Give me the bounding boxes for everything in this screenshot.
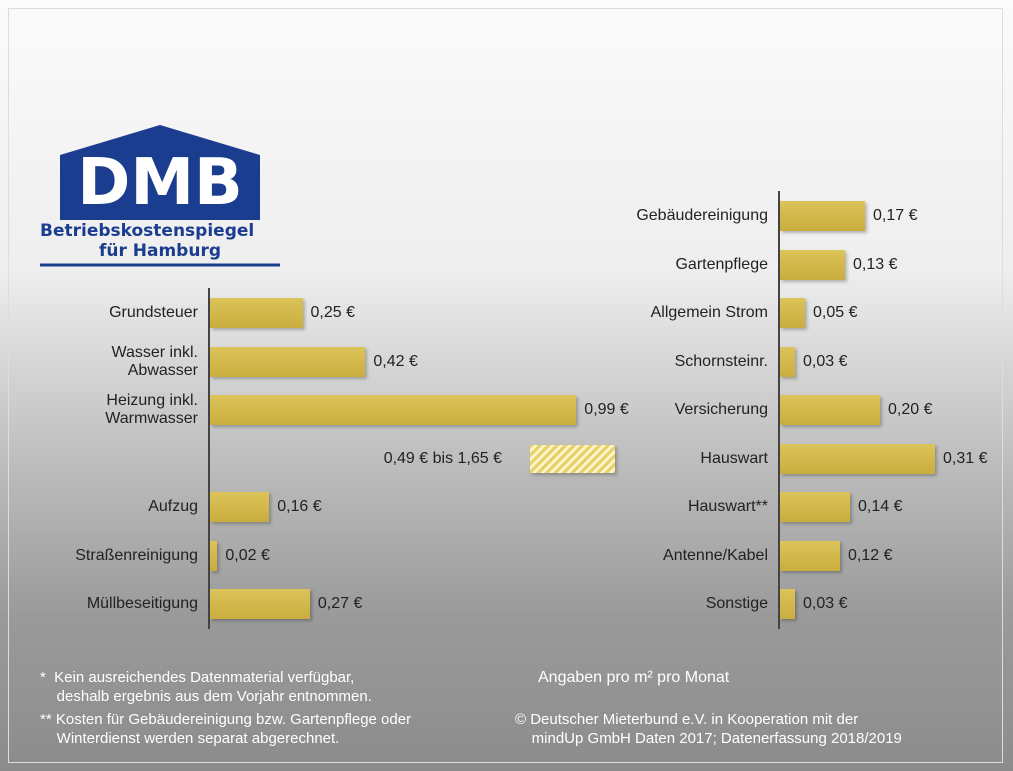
category-label: Allgemein Strom [651, 304, 768, 322]
category-label: Aufzug [148, 498, 198, 516]
value-label: 0,13 € [853, 256, 897, 274]
category-label: Hauswart** [688, 498, 768, 516]
value-label: 0,02 € [225, 547, 269, 565]
bar [780, 492, 850, 522]
category-label: Grundsteuer [109, 304, 198, 322]
unit-note: Angaben pro m² pro Monat [538, 668, 729, 687]
category-label: Wasser inkl. Abwasser [111, 344, 198, 380]
bar [780, 541, 840, 571]
bar [210, 395, 576, 425]
value-label: 0,05 € [813, 304, 857, 322]
category-label: Schornsteinr. [675, 353, 768, 371]
bar [210, 541, 217, 571]
bar [780, 395, 880, 425]
bar [210, 492, 269, 522]
bar [780, 444, 935, 474]
range-swatch [530, 445, 615, 473]
footnote: * Kein ausreichendes Datenmaterial verfü… [40, 668, 372, 706]
bar [780, 201, 865, 231]
logo-graphic: DMB Betriebskostenspiegel für Hamburg [40, 120, 280, 270]
bar [780, 298, 805, 328]
logo-line1: Betriebskostenspiegel [40, 221, 254, 241]
category-label: Hauswart [700, 450, 768, 468]
category-label: Versicherung [675, 401, 768, 419]
value-label: 0,17 € [873, 207, 917, 225]
value-label: 0,31 € [943, 450, 987, 468]
value-label: 0,03 € [803, 595, 847, 613]
logo: DMB Betriebskostenspiegel für Hamburg [40, 120, 280, 275]
bar [780, 347, 795, 377]
value-label: 0,16 € [277, 498, 321, 516]
value-label: 0,20 € [888, 401, 932, 419]
axis-line [208, 288, 210, 629]
category-label: Antenne/Kabel [663, 547, 768, 565]
logo-title: DMB [77, 146, 243, 220]
bar [780, 589, 795, 619]
category-label: Heizung inkl. Warmwasser [105, 392, 198, 428]
value-label: 0,03 € [803, 353, 847, 371]
category-label: Sonstige [706, 595, 768, 613]
value-label: 0,14 € [858, 498, 902, 516]
value-label: 0,12 € [848, 547, 892, 565]
footnote: ** Kosten für Gebäudereinigung bzw. Gart… [40, 710, 411, 748]
annotation: 0,49 € bis 1,65 € [384, 450, 502, 468]
bar [780, 250, 845, 280]
value-label: 0,25 € [311, 304, 355, 322]
bar [210, 298, 303, 328]
source: © Deutscher Mieterbund e.V. in Kooperati… [515, 710, 902, 748]
value-label: 0,99 € [584, 401, 628, 419]
logo-line2: für Hamburg [99, 241, 221, 261]
bar [210, 589, 310, 619]
category-label: Gebäudereinigung [636, 207, 768, 225]
value-label: 0,27 € [318, 595, 362, 613]
value-label: 0,42 € [373, 353, 417, 371]
category-label: Müllbeseitigung [87, 595, 198, 613]
category-label: Straßenreinigung [75, 547, 198, 565]
category-label: Gartenpflege [675, 256, 768, 274]
infographic: DMB Betriebskostenspiegel für Hamburg * … [0, 0, 1013, 771]
bar [210, 347, 365, 377]
